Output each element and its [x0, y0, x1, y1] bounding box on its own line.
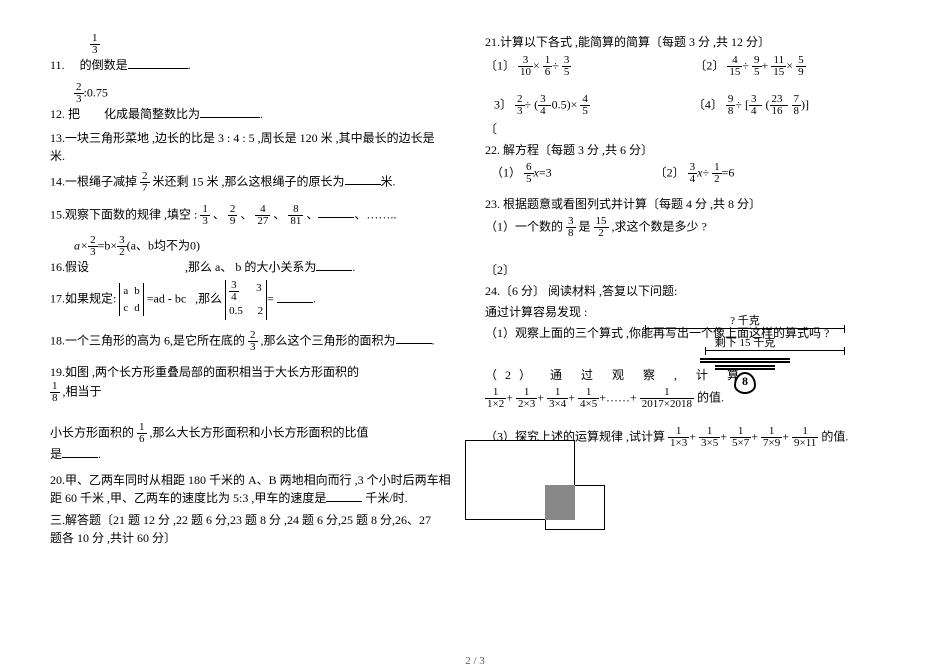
q11-den: 3 [90, 45, 100, 56]
q16-pre: 16.假设 [50, 260, 89, 274]
sec3a: 三.解答题〔21 题 12 分 ,22 题 6 分,23 题 8 分 ,24 题… [50, 513, 431, 527]
q12-post: 化成最简整数比为 [104, 107, 200, 121]
q12-ratio: :0.75 [84, 85, 108, 99]
q21-head: 21.计算以下各式 ,能简算的简算〔每题 3 分 ,共 12 分〕 [485, 33, 900, 51]
q21-row2: 3〕 23÷ (34-0.5)× 45 〔4〕 98÷ [34- (2316- … [485, 94, 900, 117]
q12-blank [200, 106, 260, 118]
q20b: 距 60 千米 ,甲、乙两车的速度比为 5:3 ,甲车的速度是 [50, 491, 326, 505]
q21-bracket: 〔 [485, 120, 900, 138]
q23-head: 23. 根据题意或看图列式并计算〔每题 4 分 ,共 8 分〕 [485, 195, 900, 213]
q23-1: （1）一个数的 38 是 152 ,求这个数是多少 ? [485, 216, 900, 239]
q14-post: 米还剩 15 米 ,那么这根绳子的原长为 [153, 174, 345, 188]
q11-post: 的倒数是 [80, 58, 128, 72]
diag-thick [700, 358, 790, 363]
diag-label-mid: 剩下 15 千克 [645, 334, 845, 350]
diag-label-top: ? 千克 [645, 312, 845, 328]
q11: 13 11. 的倒数是. [50, 33, 465, 74]
q16-blank [316, 259, 352, 271]
q12-pre: 12. 把 [50, 107, 80, 121]
q12: 23:0.75 12. 把 化成最简整数比为. [50, 82, 465, 123]
q18-pre: 18.一个三角形的高为 6,是它所在底的 [50, 333, 245, 347]
q17-blank [277, 291, 313, 303]
q14: 14.一根绳子减掉 27 米还剩 15 米 ,那么这根绳子的原长为米. [50, 171, 465, 194]
page-footer: 2 / 3 [0, 655, 950, 667]
q16: a×23=b×32(a、b均不为0) 16.假设 ,那么 a、 b 的大小关系为… [50, 235, 465, 276]
q11-blank [128, 57, 188, 69]
q23-2: 〔2〕 [485, 261, 900, 279]
diag-seg2 [705, 350, 845, 356]
q13-unit: 米. [50, 149, 65, 163]
q24: 24.〔6 分〕 阅读材料 ,答复以下问题: [485, 282, 900, 300]
diag-thick2 [715, 365, 775, 370]
q17-mat1: abcd [119, 283, 143, 316]
q13-text: 13.一块三角形菜地 ,边长的比是 3 : 4 : 5 ,周长是 120 米 ,… [50, 131, 435, 145]
q15: 15.观察下面数的规律 ,填空 : 13 、 29 、 427 、 881 、、… [50, 204, 465, 227]
q14-blank [345, 173, 381, 185]
q14-unit: 米. [381, 174, 396, 188]
q19-blank [62, 446, 98, 458]
q15-blank [318, 206, 354, 218]
q18: 18.一个三角形的高为 6,是它所在底的 23 ,那么这个三角形的面积为. [50, 330, 465, 353]
q16-post: ,那么 a、 b 的大小关系为 [185, 260, 316, 274]
kg-diagram: ? 千克 剩下 15 千克 8 [645, 312, 845, 396]
diag-circle: 8 [734, 372, 756, 394]
q17-mat2: 34 3 0.5 2 [225, 280, 267, 320]
q14-den: 7 [140, 183, 150, 194]
q22-head: 22. 解方程〔每题 3 分 ,共 6 分〕 [485, 141, 900, 159]
q15-pre: 15.观察下面数的规律 ,填空 : [50, 207, 197, 221]
q19: 19.如图 ,两个长方形重叠局部的面积相当于大长方形面积的 18 ,相当于 小长… [50, 363, 370, 463]
q18-post: ,那么这个三角形的面积为 [261, 333, 396, 347]
overlap-rect-diagram [445, 440, 605, 540]
diag-seg1 [645, 328, 845, 334]
right-column: 21.计算以下各式 ,能简算的简算〔每题 3 分 ,共 12 分〕 〔1〕 31… [475, 30, 910, 652]
q11-pre: 11. [50, 58, 65, 72]
q20: 20.甲、乙两车同时从相距 180 千米的 A、B 两地相向而行 ,3 个小时后… [50, 471, 465, 507]
q20-blank [326, 490, 362, 502]
q12-den: 3 [74, 94, 84, 105]
overlap-area [545, 485, 575, 520]
q20a: 20.甲、乙两车同时从相距 180 千米的 A、B 两地相向而行 ,3 个小时后… [50, 473, 451, 487]
q22-row: （1） 65x=3 〔2〕 34x÷ 12=6 [485, 162, 900, 185]
q17: 17.如果规定: abcd =ad - bc ,那么 34 3 0.5 2 = … [50, 280, 465, 320]
q18-blank [396, 332, 432, 344]
q21-row1: 〔1〕 310× 16÷ 35 〔2〕 415÷ 95+ 1115× 59 [485, 55, 900, 78]
left-column: 13 11. 的倒数是. 23:0.75 12. 把 化成最简整数比为. 13.… [40, 30, 475, 652]
q17-pre: 17.如果规定: [50, 292, 116, 306]
section3: 三.解答题〔21 题 12 分 ,22 题 6 分,23 题 8 分 ,24 题… [50, 511, 465, 547]
sec3b: 题各 10 分 ,共计 60 分〕 [50, 531, 176, 545]
q19-pre: 19.如图 ,两个长方形重叠局部的面积相当于大长方形面积的 [50, 365, 359, 379]
page: 13 11. 的倒数是. 23:0.75 12. 把 化成最简整数比为. 13.… [0, 0, 950, 672]
q13: 13.一块三角形菜地 ,边长的比是 3 : 4 : 5 ,周长是 120 米 ,… [50, 129, 465, 165]
q14-pre: 14.一根绳子减掉 [50, 174, 137, 188]
